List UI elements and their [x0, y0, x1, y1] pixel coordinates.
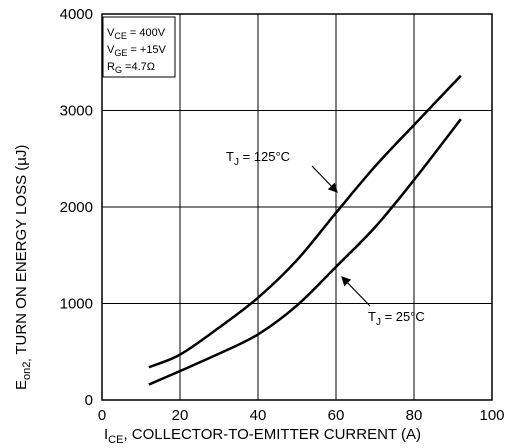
y-tick-label: 1000	[60, 296, 93, 313]
y-tick-label: 0	[85, 392, 93, 409]
x-tick-label: 100	[479, 407, 504, 424]
condition-vce: VCE = 400V	[107, 27, 166, 41]
condition-rg: RG =4.7Ω	[107, 61, 155, 75]
arrow-25c	[341, 276, 371, 307]
x-tick-label: 60	[328, 407, 345, 424]
series-line-25c	[148, 118, 462, 386]
x-tick-label: 0	[98, 407, 106, 424]
plot-frame	[101, 13, 493, 401]
x-tick-label: 20	[172, 407, 189, 424]
y-tick-label: 2000	[60, 199, 93, 216]
condition-vge: VGE = +15V	[107, 44, 167, 58]
conditions-box	[102, 16, 176, 78]
arrow-125c	[311, 165, 338, 193]
series-line-125c	[148, 74, 462, 369]
x-tick-label: 80	[406, 407, 423, 424]
annotation-125c: TJ = 125°C	[226, 149, 290, 168]
y-axis-title: Eon2, TURN ON ENERGY LOSS (µJ)	[13, 145, 33, 390]
x-tick-label: 40	[250, 407, 267, 424]
annotation-25c: TJ = 25°C	[368, 309, 425, 328]
y-tick-label: 3000	[60, 103, 93, 120]
x-axis-title: ICE, COLLECTOR-TO-EMITTER CURRENT (A)	[104, 426, 421, 446]
series-layer	[148, 74, 462, 386]
y-tick-label: 4000	[60, 6, 93, 23]
